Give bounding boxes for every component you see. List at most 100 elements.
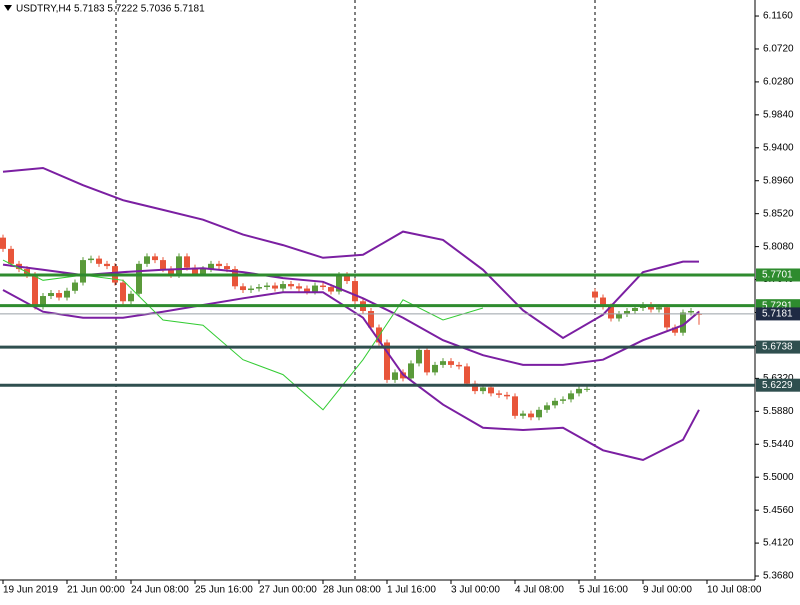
x-tick-label: 19 Jun 2019 <box>3 585 58 596</box>
candle-body <box>472 383 478 392</box>
candle-body <box>128 293 134 302</box>
candle-body <box>40 296 46 307</box>
candle-body <box>0 237 6 249</box>
y-tick-label: 6.1160 <box>763 11 793 22</box>
candle-body <box>288 284 294 287</box>
candle-body <box>416 349 422 364</box>
candle-body <box>664 307 670 328</box>
indicator-line <box>2 166 699 340</box>
x-tick-label: 28 Jun 08:00 <box>323 585 381 596</box>
candle-body <box>608 306 614 319</box>
y-tick-label: 5.6320 <box>763 373 794 384</box>
x-tick-label: 4 Jul 08:00 <box>515 585 564 596</box>
y-tick-label: 6.0280 <box>763 77 794 88</box>
candle-body <box>216 263 222 267</box>
candle-body <box>600 297 606 307</box>
candle-body <box>424 349 430 373</box>
level-label: 5.6229 <box>762 380 793 391</box>
candle-body <box>280 284 286 289</box>
candle-body <box>240 286 246 291</box>
candle-body <box>648 305 654 310</box>
price-label-box <box>756 307 800 321</box>
candle-body <box>32 275 38 307</box>
candle-body <box>144 256 150 264</box>
candle-body <box>552 400 558 406</box>
candle-body <box>584 388 590 390</box>
indicator-line <box>2 263 700 366</box>
candle-body <box>672 327 678 333</box>
candle-body <box>256 287 262 289</box>
candle-body <box>384 342 390 380</box>
y-tick-label: 5.4120 <box>763 538 794 549</box>
candle-body <box>120 282 126 302</box>
level-label: 5.6738 <box>762 342 793 353</box>
x-tick-label: 27 Jun 00:00 <box>259 585 317 596</box>
candle-body <box>592 291 598 298</box>
candle-body <box>56 293 62 298</box>
candle-body <box>536 409 542 418</box>
candle-body <box>88 258 94 261</box>
y-tick-label: 5.3680 <box>763 571 794 582</box>
candle-body <box>152 256 158 261</box>
x-tick-label: 21 Jun 00:00 <box>67 585 125 596</box>
candle-body <box>232 269 238 287</box>
x-tick-label: 25 Jun 16:00 <box>195 585 253 596</box>
x-tick-label: 5 Jul 16:00 <box>579 585 628 596</box>
candle-body <box>352 281 358 302</box>
y-tick-label: 5.5880 <box>763 406 794 417</box>
x-tick-label: 3 Jul 00:00 <box>451 585 500 596</box>
candle-body <box>456 364 462 367</box>
y-tick-label: 5.5440 <box>763 439 794 450</box>
x-tick-label: 10 Jul 08:00 <box>707 585 762 596</box>
candle-body <box>560 399 566 401</box>
candle-body <box>8 248 14 264</box>
candle-body <box>656 307 662 310</box>
y-tick-label: 5.8960 <box>763 175 794 186</box>
candle-body <box>528 413 534 418</box>
candle-body <box>96 258 102 264</box>
candle-body <box>544 405 550 410</box>
candle-body <box>624 311 630 314</box>
candle-body <box>336 275 342 292</box>
candle-body <box>200 269 206 274</box>
candle-body <box>320 285 326 288</box>
candle-body <box>632 308 638 312</box>
candle-body <box>160 260 166 270</box>
menu-triangle <box>4 5 12 11</box>
candle-body <box>136 263 142 294</box>
candle-body <box>208 263 214 270</box>
x-tick-label: 1 Jul 16:00 <box>387 585 436 596</box>
candle-body <box>480 387 486 392</box>
candle-body <box>496 393 502 395</box>
level-label: 5.7701 <box>762 270 793 281</box>
candle-body <box>296 286 302 289</box>
y-tick-label: 5.9840 <box>763 109 794 120</box>
y-tick-label: 5.8520 <box>763 208 794 219</box>
candle-body <box>168 269 174 276</box>
candle-body <box>440 361 446 365</box>
candle-body <box>312 285 318 292</box>
y-tick-label: 5.4560 <box>763 505 794 516</box>
candle-body <box>304 288 310 292</box>
price-label: 5.7181 <box>762 309 793 320</box>
candle-body <box>264 285 270 288</box>
candle-body <box>504 394 510 397</box>
indicator-line <box>2 289 700 462</box>
x-tick-label: 9 Jul 00:00 <box>643 585 692 596</box>
candle-body <box>392 372 398 380</box>
candle-body <box>248 288 254 291</box>
candle-body <box>80 260 86 283</box>
candle-body <box>368 311 374 328</box>
candle-body <box>568 393 574 400</box>
level-label: 5.7291 <box>762 300 793 311</box>
level-label-box <box>756 378 800 392</box>
candle-body <box>576 388 582 394</box>
candle-body <box>616 313 622 319</box>
candle-body <box>432 364 438 373</box>
candle-body <box>464 366 470 384</box>
chart-title: USDTRY,H4 5.7183 5.7222 5.7036 5.7181 <box>16 4 205 15</box>
candle-body <box>224 266 230 270</box>
level-label-box <box>756 268 800 282</box>
candle-body <box>328 287 334 292</box>
candle-body <box>488 387 494 394</box>
